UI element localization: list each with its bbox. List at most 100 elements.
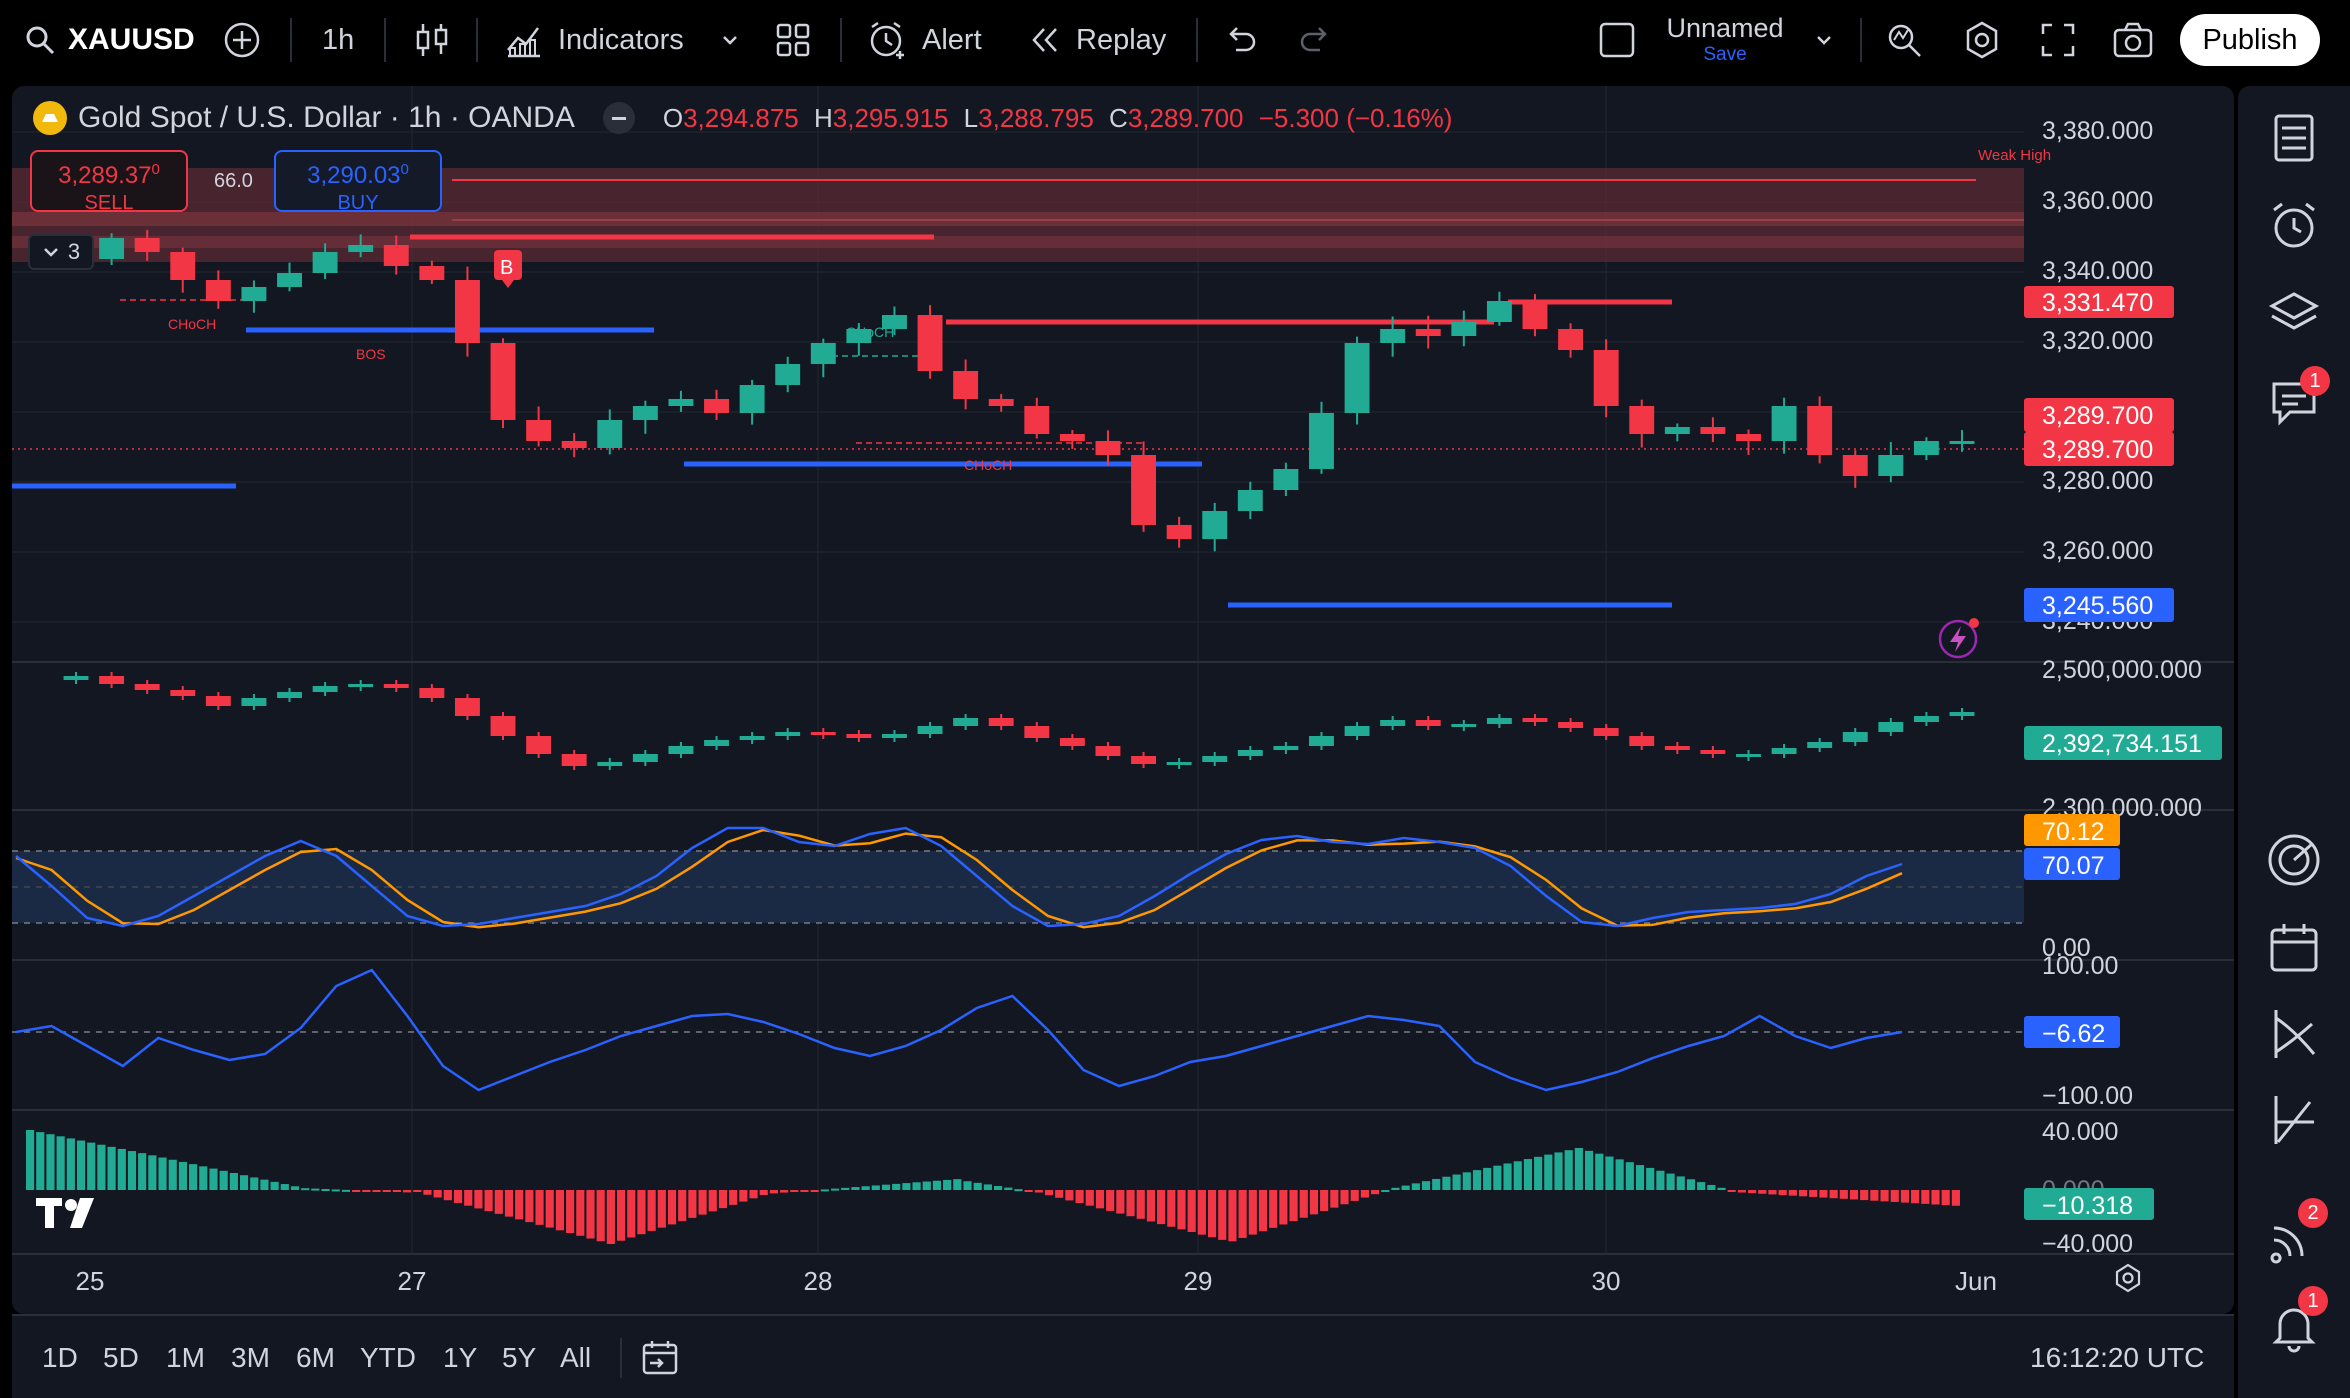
chats-button[interactable]: 1 — [2264, 366, 2330, 432]
range-3m[interactable]: 3M — [231, 1342, 270, 1373]
range-ytd[interactable]: YTD — [360, 1342, 416, 1373]
legend-c-value: 3,289.700 — [1127, 102, 1244, 133]
range-6m[interactable]: 6M — [296, 1342, 335, 1373]
publish-button[interactable]: Publish — [2180, 14, 2320, 66]
chart-area[interactable]: Weak High CHoCH BOS CHoCH CHoCH B — [12, 86, 2234, 1314]
indicators-dropdown[interactable] — [718, 0, 742, 80]
clock-timezone[interactable]: 16:12:20 UTC — [2030, 1342, 2205, 1373]
macd-bar — [729, 1190, 738, 1205]
replay-button[interactable]: Replay — [1026, 0, 1166, 80]
candle-body — [490, 343, 516, 420]
interval-button[interactable]: 1h — [322, 23, 355, 56]
macd-bar — [1900, 1190, 1910, 1203]
volume-candle — [205, 696, 231, 706]
macd-tag-bg — [2024, 1188, 2154, 1220]
volume-candle — [1273, 746, 1299, 750]
volume-candle — [668, 746, 694, 754]
candle-body — [1344, 343, 1370, 413]
stoch-axis-bottom: 0.00 — [2042, 934, 2091, 962]
range-1m[interactable]: 1M — [166, 1342, 205, 1373]
settings-button[interactable] — [1962, 0, 2002, 80]
candle-body — [632, 406, 658, 420]
trading-panel-button[interactable] — [2264, 1004, 2324, 1064]
macd-bar — [790, 1190, 799, 1192]
notifications-button[interactable]: 1 — [2264, 1286, 2328, 1356]
calendar-button[interactable] — [2264, 918, 2324, 978]
macd-bar — [1544, 1154, 1553, 1190]
symbol-label: XAUUSD — [68, 23, 195, 56]
sell-button[interactable]: 3,289.370 SELL — [30, 150, 188, 214]
layout-dropdown[interactable] — [1812, 0, 1836, 80]
indicators-toggle[interactable]: 3 — [28, 234, 94, 270]
range-5y[interactable]: 5Y — [502, 1342, 537, 1373]
macd-bar — [1381, 1190, 1390, 1192]
macd-bar — [443, 1190, 452, 1201]
price-axis[interactable]: 3,380.000 3,360.000 3,340.000 3,320.000 … — [2042, 117, 2153, 635]
legend-l-label: L — [963, 102, 979, 133]
volume-candle — [1629, 736, 1655, 746]
broadcast-badge: 2 — [2298, 1198, 2328, 1228]
layouts-button[interactable] — [774, 0, 812, 80]
volume-candle — [1344, 726, 1370, 736]
macd-bar — [199, 1166, 208, 1190]
indicators-button[interactable]: Indicators — [504, 0, 684, 80]
chart-type-button[interactable] — [412, 0, 452, 80]
legend-c-label: C — [1109, 102, 1128, 133]
macd-bar — [321, 1189, 330, 1192]
range-all[interactable]: All — [560, 1342, 592, 1373]
macd-bar — [515, 1190, 524, 1220]
quick-search-button[interactable] — [1884, 0, 1924, 80]
macd-bar — [372, 1190, 381, 1192]
object-tree-button[interactable] — [2264, 284, 2324, 344]
macd-bar — [26, 1130, 35, 1190]
range-5d[interactable]: 5D — [103, 1342, 139, 1373]
marker-b[interactable] — [494, 250, 522, 280]
layout-selector[interactable] — [1598, 0, 1636, 80]
macd-bar — [311, 1188, 320, 1191]
go-to-date-button[interactable] — [640, 1316, 680, 1398]
compare-button[interactable] — [222, 0, 262, 80]
time-axis[interactable]: 25 27 28 29 30 Jun — [76, 1266, 1997, 1296]
macd-bar — [403, 1190, 412, 1193]
macd-bar — [1748, 1190, 1757, 1194]
price-tag-blue-bg — [2024, 588, 2174, 622]
macd-bar — [1157, 1190, 1166, 1225]
price-tag-red-3: 3,289.700 — [2042, 436, 2153, 464]
macd-bar — [1523, 1159, 1533, 1190]
volume-candle — [1664, 746, 1690, 750]
range-1y[interactable]: 1Y — [443, 1342, 478, 1373]
macd-bar — [820, 1189, 829, 1192]
undo-button[interactable] — [1222, 0, 1258, 80]
watchlist-button[interactable] — [2264, 108, 2324, 168]
range-1d[interactable]: 1D — [42, 1342, 78, 1373]
macd-bar — [1371, 1190, 1380, 1195]
supply-band — [12, 212, 2024, 226]
macd-bar — [1034, 1190, 1043, 1193]
alert-button[interactable]: Alert — [866, 0, 982, 80]
stoch-k-line — [15, 826, 1903, 928]
alerts-panel-button[interactable] — [2264, 196, 2324, 256]
macd-bar — [331, 1189, 340, 1192]
ideas-button[interactable] — [2264, 830, 2324, 890]
time-axis-settings-icon[interactable] — [2115, 1263, 2141, 1293]
fullscreen-button[interactable] — [2040, 0, 2076, 80]
chart-canvas[interactable]: Weak High CHoCH BOS CHoCH CHoCH B — [12, 86, 2234, 1314]
macd-bar — [718, 1190, 728, 1209]
redo-button[interactable] — [1298, 0, 1334, 80]
macd-bar — [301, 1188, 310, 1191]
chart-legend[interactable]: Gold Spot / U.S. Dollar · 1h · OANDA O3,… — [32, 100, 1452, 136]
technicals-button[interactable] — [2264, 1090, 2324, 1150]
symbol-search[interactable]: XAUUSD — [24, 0, 195, 80]
volume-candle — [561, 754, 587, 766]
alarm-clock-icon — [2273, 202, 2315, 248]
candle-body — [1558, 329, 1584, 350]
volume-candle — [1024, 726, 1050, 738]
macd-bar — [688, 1190, 697, 1218]
streams-button[interactable]: 2 — [2264, 1198, 2328, 1266]
candles-icon — [416, 24, 448, 56]
snapshot-button[interactable] — [2112, 0, 2154, 80]
layout-name[interactable]: Unnamed Save — [1660, 12, 1790, 68]
legend-collapse-button[interactable] — [602, 102, 635, 134]
flash-icon[interactable] — [1938, 619, 1978, 659]
buy-button[interactable]: 3,290.030 BUY — [274, 150, 442, 214]
